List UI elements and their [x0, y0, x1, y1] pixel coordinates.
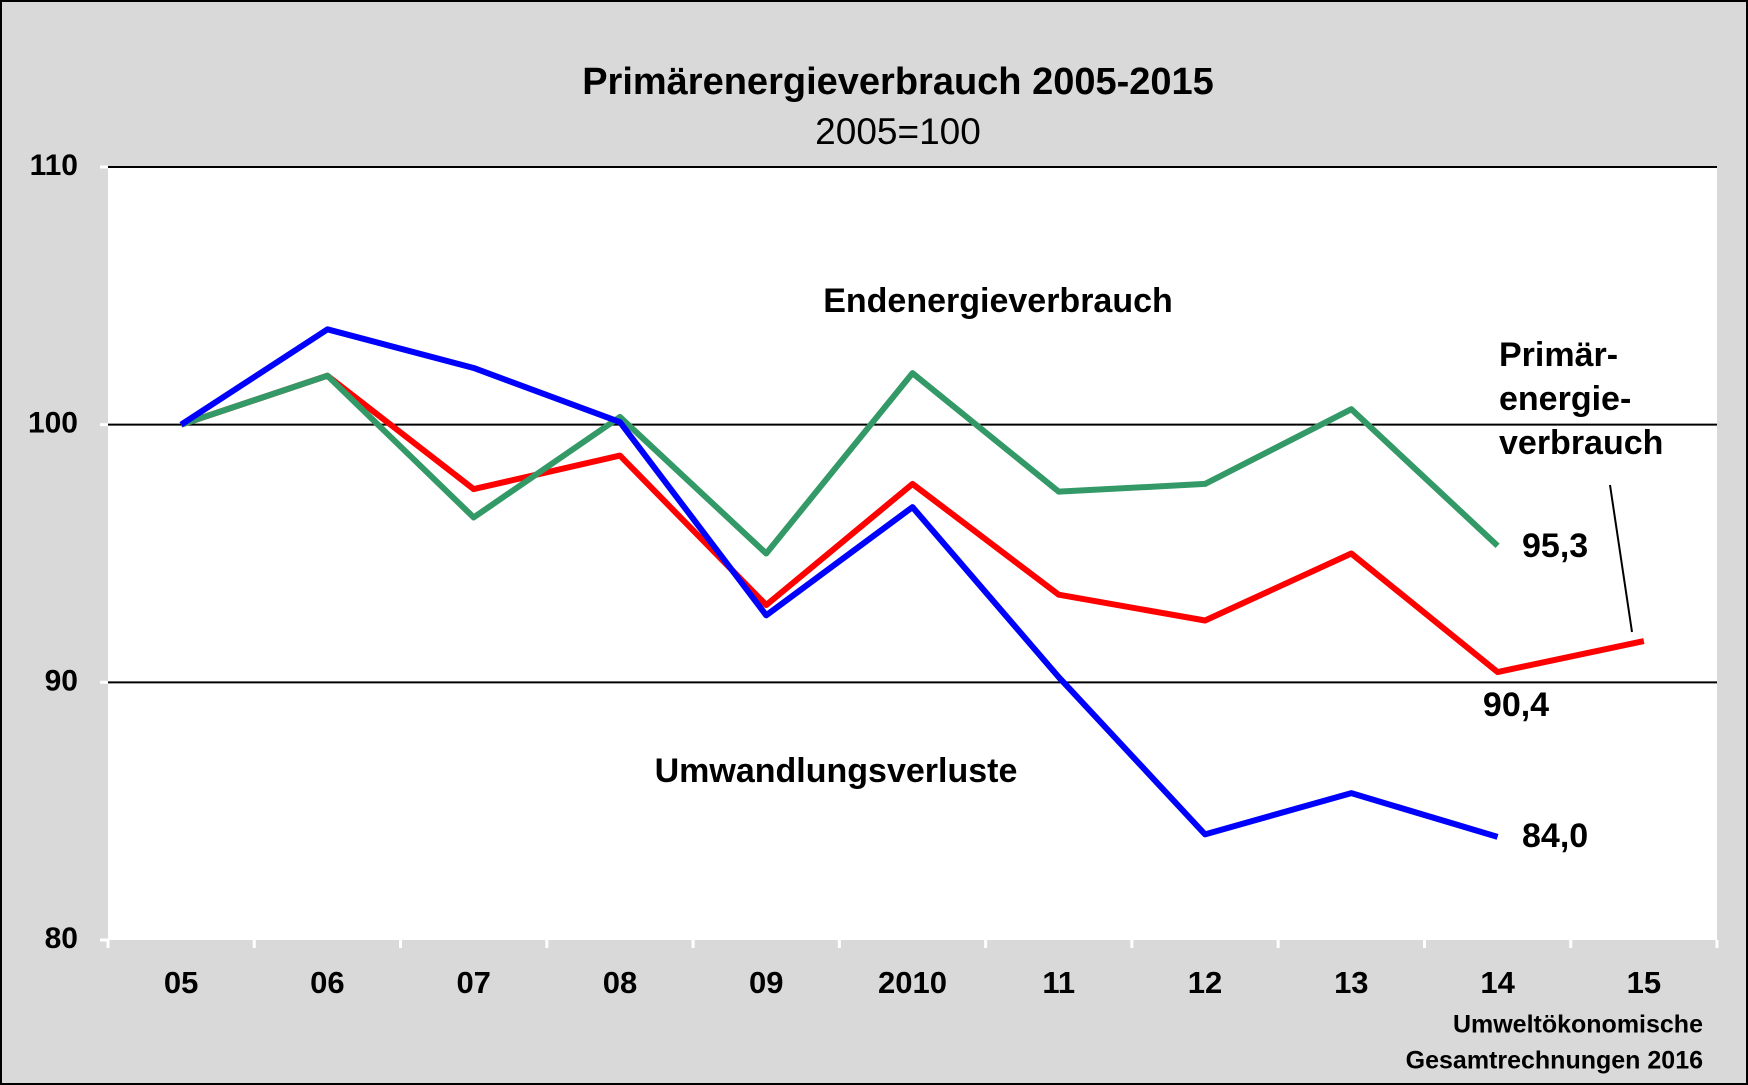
source-note: Umweltökonomische — [1453, 1011, 1703, 1039]
y-tick-label: 110 — [30, 149, 78, 182]
x-tick-label: 12 — [1188, 965, 1222, 1000]
series-label: Endenergieverbrauch — [823, 282, 1173, 320]
x-tick-label: 15 — [1627, 965, 1661, 1000]
x-tick-label: 14 — [1480, 965, 1515, 1000]
x-tick-label: 2010 — [878, 965, 947, 1000]
chart-title: Primärenergieverbrauch 2005-2015 — [582, 61, 1214, 103]
series-line — [179, 326, 1499, 840]
y-tick-label: 100 — [28, 407, 78, 440]
plot-area — [108, 167, 1717, 940]
series-label: Umwandlungsverluste — [655, 752, 1018, 790]
series-label: verbrauch — [1499, 424, 1663, 462]
x-tick-label: 11 — [1042, 965, 1075, 1000]
series-label: energie- — [1499, 380, 1631, 418]
y-tick-label: 90 — [45, 664, 78, 697]
leader-line — [1609, 484, 1633, 633]
data-label: 84,0 — [1522, 817, 1588, 855]
data-label: 90,4 — [1483, 686, 1549, 724]
x-tick-label: 07 — [456, 965, 490, 1000]
series-label: Primär- — [1499, 336, 1618, 374]
data-label: 95,3 — [1522, 527, 1588, 565]
x-tick-label: 08 — [603, 965, 637, 1000]
series-line — [180, 372, 1645, 676]
series-line — [180, 370, 1500, 557]
x-tick-label: 13 — [1334, 965, 1368, 1000]
y-tick-label: 80 — [45, 922, 78, 955]
x-tick-label: 06 — [310, 965, 344, 1000]
x-tick-label: 05 — [164, 965, 198, 1000]
source-note: Gesamtrechnungen 2016 — [1406, 1047, 1703, 1075]
chart-subtitle: 2005=100 — [815, 111, 981, 152]
x-tick-label: 09 — [749, 965, 783, 1000]
